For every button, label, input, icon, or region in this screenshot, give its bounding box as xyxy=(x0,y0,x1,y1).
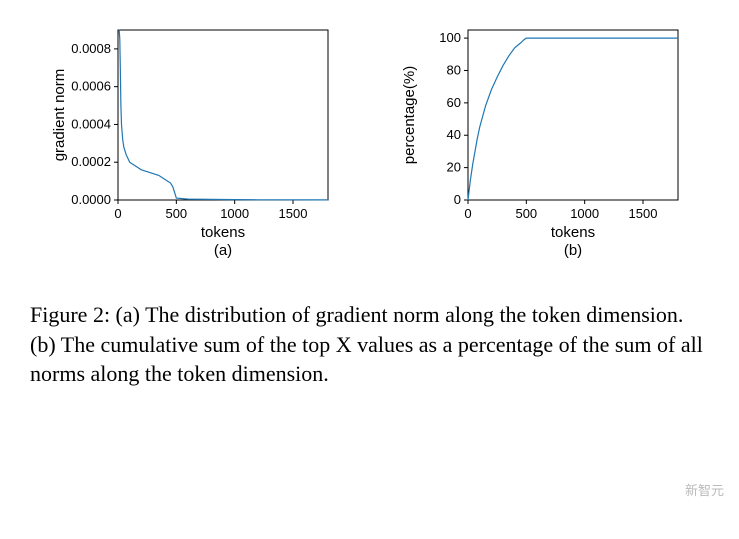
svg-text:tokens: tokens xyxy=(550,224,594,241)
svg-text:0: 0 xyxy=(114,206,121,221)
svg-text:40: 40 xyxy=(446,127,460,142)
svg-text:500: 500 xyxy=(165,206,187,221)
chart-b-svg: 0 500 1000 1500 0 20 40 60 80 100 tokens(b) percent… xyxy=(400,20,690,270)
svg-text:1000: 1000 xyxy=(570,206,599,221)
svg-text:gradient norm: gradient norm xyxy=(51,69,68,162)
svg-text:1500: 1500 xyxy=(628,206,657,221)
figure-container: 0500100015000.00000.00020.00040.00060.00… xyxy=(20,20,719,389)
svg-text:0.0006: 0.0006 xyxy=(71,79,111,94)
svg-text:0.0002: 0.0002 xyxy=(71,154,111,169)
svg-text:tokens: tokens xyxy=(200,224,244,241)
svg-text:0.0004: 0.0004 xyxy=(71,116,111,131)
charts-row: 0500100015000.00000.00020.00040.00060.00… xyxy=(20,20,719,270)
svg-text:80: 80 xyxy=(446,62,460,77)
svg-text:0.0000: 0.0000 xyxy=(71,192,111,207)
svg-text:0: 0 xyxy=(453,192,460,207)
chart-a-svg: 0 500 1000 1500 0.0000 0.0002 0.0004 0.0006 0.00… xyxy=(50,20,340,270)
svg-text:1500: 1500 xyxy=(278,206,307,221)
svg-text:percentage(%): percentage(%) xyxy=(401,66,418,164)
svg-text:0.0008: 0.0008 xyxy=(71,41,111,56)
svg-text:0: 0 xyxy=(464,206,471,221)
svg-text:500: 500 xyxy=(515,206,537,221)
chart-a-wrapper: 0 500 1000 1500 0.0000 0.0002 0.0004 0.0006 0.00… xyxy=(50,20,340,270)
svg-text:1000: 1000 xyxy=(220,206,249,221)
watermark-text: 新智元 xyxy=(685,480,724,499)
svg-text:60: 60 xyxy=(446,95,460,110)
svg-text:100: 100 xyxy=(439,30,461,45)
svg-text:(b): (b) xyxy=(563,242,581,259)
svg-text:20: 20 xyxy=(446,160,460,175)
figure-caption: Figure 2: (a) The distribution of gradie… xyxy=(20,300,719,389)
svg-text:(a): (a) xyxy=(213,242,231,259)
chart-b-wrapper: 0 500 1000 1500 0 20 40 60 80 100 tokens(b) percent… xyxy=(400,20,690,270)
